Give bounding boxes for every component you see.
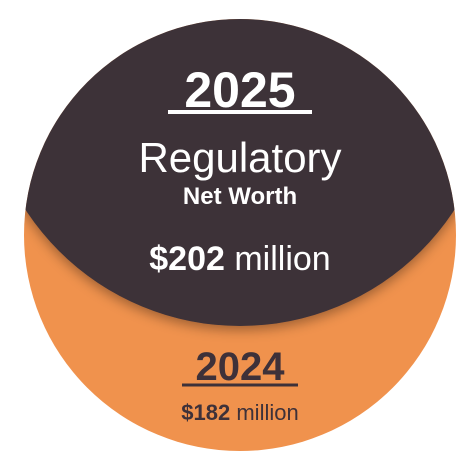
- current-year: 2025: [184, 62, 295, 118]
- previous-amount: $182: [181, 400, 230, 425]
- current-title: Regulatory: [138, 134, 341, 181]
- current-value: $202 million: [149, 240, 330, 278]
- current-amount: $202: [149, 240, 225, 278]
- current-unit: million: [234, 240, 330, 278]
- previous-value: $182 million: [181, 400, 298, 425]
- previous-unit: million: [236, 400, 298, 425]
- current-circle: [24, 19, 456, 326]
- previous-year: 2024: [196, 345, 286, 389]
- current-subtitle: Net Worth: [183, 183, 297, 210]
